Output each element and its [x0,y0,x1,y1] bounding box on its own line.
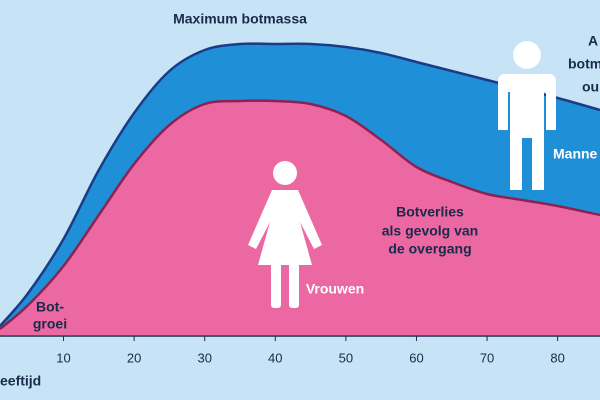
annotation: A [588,33,598,49]
annotation: Botverlies [396,204,464,220]
x-tick-label: 10 [56,350,70,365]
x-tick-label: 70 [480,350,494,365]
x-tick-label: 80 [550,350,564,365]
woman-icon [248,161,322,308]
annotation: als gevolg van [382,223,478,239]
x-tick-label: 50 [339,350,353,365]
annotation: botm [568,56,600,72]
series-label: Vrouwen [306,281,364,297]
annotation: ou [582,79,599,95]
annotation: Maximum botmassa [173,11,307,27]
x-axis-label: eeftijd [0,373,41,389]
x-tick-label: 20 [127,350,141,365]
annotation: de overgang [388,241,471,257]
series-label: Manne [553,146,598,162]
annotation: Bot- [36,299,64,315]
annotation: groei [33,316,67,332]
x-tick-label: 60 [409,350,423,365]
x-tick-label: 30 [197,350,211,365]
x-tick-label: 40 [268,350,282,365]
line [0,42,600,327]
man-icon [498,41,556,190]
icons [248,41,556,308]
line [0,99,600,330]
